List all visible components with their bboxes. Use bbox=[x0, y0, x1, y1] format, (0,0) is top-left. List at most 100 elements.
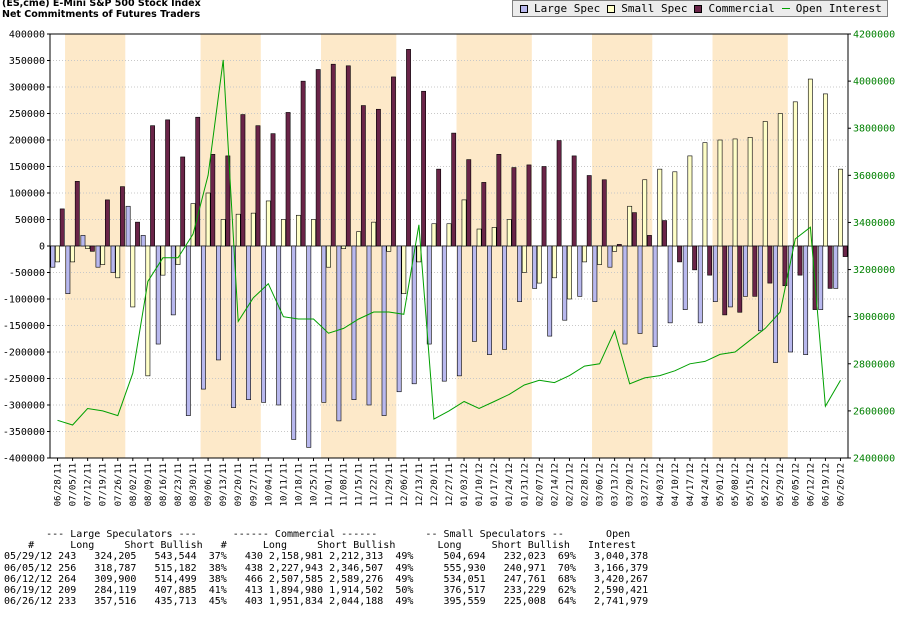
bar-small-spec bbox=[341, 245, 347, 249]
right-tick-label: 3400000 bbox=[853, 218, 895, 229]
bar-small-spec bbox=[220, 219, 226, 247]
bar-commercial bbox=[451, 132, 457, 247]
bar-large-spec bbox=[80, 235, 86, 247]
x-tick-label: 05/08/12 bbox=[731, 463, 741, 506]
legend-swatch-large-spec bbox=[520, 4, 528, 13]
bar-small-spec bbox=[431, 223, 437, 247]
bar-commercial bbox=[571, 155, 577, 247]
bar-commercial bbox=[842, 245, 848, 257]
x-tick-label: 01/10/12 bbox=[475, 463, 485, 506]
x-tick-label: 10/25/11 bbox=[309, 463, 319, 506]
table-row: 06/05/12 256 318,787 515,182 38% 438 2,2… bbox=[4, 562, 649, 574]
x-tick-label: 09/20/11 bbox=[234, 463, 244, 506]
right-tick-label: 3600000 bbox=[853, 171, 895, 182]
chart-title: (ES,cme) E-Mini S&P 500 Stock Index Net … bbox=[2, 0, 201, 20]
x-tick-label: 08/23/11 bbox=[174, 463, 184, 506]
bar-small-spec bbox=[747, 137, 753, 247]
bar-small-spec bbox=[551, 245, 557, 279]
bar-commercial bbox=[240, 114, 246, 247]
left-tick-label: 200000 bbox=[9, 136, 45, 147]
x-tick-label: 05/29/12 bbox=[776, 463, 786, 506]
bar-commercial bbox=[300, 80, 306, 247]
bar-small-spec bbox=[642, 179, 648, 247]
left-tick-label: 300000 bbox=[9, 83, 45, 94]
bar-commercial bbox=[481, 182, 487, 247]
x-tick-label: 02/14/12 bbox=[550, 463, 560, 506]
bar-small-spec bbox=[627, 205, 633, 247]
x-tick-label: 09/27/11 bbox=[249, 463, 259, 506]
bar-commercial bbox=[496, 154, 502, 247]
legend-swatch-commercial bbox=[694, 4, 703, 13]
bar-commercial bbox=[165, 119, 171, 247]
x-tick-label: 06/12/12 bbox=[806, 463, 816, 506]
right-axis: 4200000 4000000 3800000 3600000 3400000 32000… bbox=[848, 30, 895, 465]
bar-commercial bbox=[210, 154, 216, 247]
bar-small-spec bbox=[115, 245, 121, 279]
bar-commercial bbox=[647, 235, 652, 247]
bar-large-spec bbox=[592, 245, 598, 302]
bar-commercial bbox=[556, 140, 562, 247]
bar-commercial bbox=[677, 245, 682, 263]
bar-commercial bbox=[150, 125, 155, 247]
bar-large-spec bbox=[652, 245, 658, 347]
x-tick-label: 06/26/12 bbox=[836, 463, 846, 506]
bar-commercial bbox=[89, 245, 95, 252]
bar-commercial bbox=[120, 186, 125, 247]
x-tick-label: 09/13/11 bbox=[219, 463, 229, 506]
bar-series bbox=[50, 49, 848, 448]
bar-large-spec bbox=[456, 245, 462, 377]
x-tick-label: 02/21/12 bbox=[565, 463, 575, 506]
bar-commercial bbox=[195, 116, 201, 247]
left-tick-label: -50000 bbox=[9, 268, 45, 279]
legend-label-small-spec: Small Spec bbox=[621, 2, 688, 15]
x-tick-label: 01/03/12 bbox=[460, 463, 470, 506]
x-tick-label: 11/22/11 bbox=[370, 463, 380, 506]
bar-commercial bbox=[74, 181, 80, 247]
bar-large-spec bbox=[818, 245, 824, 310]
x-tick-label: 03/27/12 bbox=[641, 463, 651, 506]
bar-small-spec bbox=[446, 223, 452, 247]
bar-small-spec bbox=[55, 245, 60, 263]
table-row: 06/12/12 264 309,900 514,499 38% 466 2,5… bbox=[4, 573, 649, 585]
bar-commercial bbox=[315, 69, 321, 247]
table-header-columns: # Long Short Bullish # Long Short Bullis… bbox=[4, 540, 637, 552]
bar-small-spec bbox=[205, 192, 211, 247]
x-tick-label: 07/12/11 bbox=[84, 463, 94, 506]
x-tick-label: 01/31/12 bbox=[520, 463, 530, 506]
bar-small-spec bbox=[70, 245, 75, 263]
left-axis: 400000 350000 300000 250000 200000 150000 1000… bbox=[3, 30, 50, 465]
left-tick-label: -100000 bbox=[3, 295, 45, 306]
bar-small-spec bbox=[521, 245, 527, 273]
bar-large-spec bbox=[321, 245, 327, 403]
bar-small-spec bbox=[265, 200, 271, 247]
bar-small-spec bbox=[476, 228, 482, 247]
left-tick-label: -250000 bbox=[3, 374, 45, 385]
bar-large-spec bbox=[607, 245, 613, 268]
bar-large-spec bbox=[697, 245, 703, 324]
x-tick-label: 11/29/11 bbox=[385, 463, 395, 506]
x-tick-label: 12/06/11 bbox=[400, 463, 410, 506]
left-tick-label: -150000 bbox=[3, 321, 45, 332]
bar-commercial bbox=[270, 133, 276, 247]
bar-commercial bbox=[360, 105, 366, 247]
x-tick-label: 12/27/11 bbox=[445, 463, 455, 506]
bar-commercial bbox=[707, 245, 713, 276]
bar-small-spec bbox=[85, 245, 91, 249]
bar-small-spec bbox=[597, 245, 602, 265]
bar-large-spec bbox=[517, 245, 522, 302]
bar-large-spec bbox=[170, 245, 176, 316]
bar-small-spec bbox=[687, 155, 693, 247]
bar-small-spec bbox=[732, 138, 738, 247]
table-row: 06/26/12 233 357,516 435,713 45% 403 1,9… bbox=[4, 596, 649, 608]
x-tick-label: 05/01/12 bbox=[716, 463, 726, 506]
x-tick-label: 07/19/11 bbox=[99, 463, 109, 506]
legend-swatch-open-interest bbox=[781, 8, 790, 9]
left-tick-label: 50000 bbox=[15, 215, 45, 226]
x-tick-label: 07/26/11 bbox=[114, 463, 124, 506]
x-tick-label: 11/08/11 bbox=[340, 463, 350, 506]
bar-large-spec bbox=[547, 245, 553, 337]
bar-large-spec bbox=[712, 245, 718, 302]
bar-small-spec bbox=[612, 245, 618, 252]
bar-large-spec bbox=[472, 245, 477, 342]
x-tick-label: 11/15/11 bbox=[355, 463, 365, 506]
